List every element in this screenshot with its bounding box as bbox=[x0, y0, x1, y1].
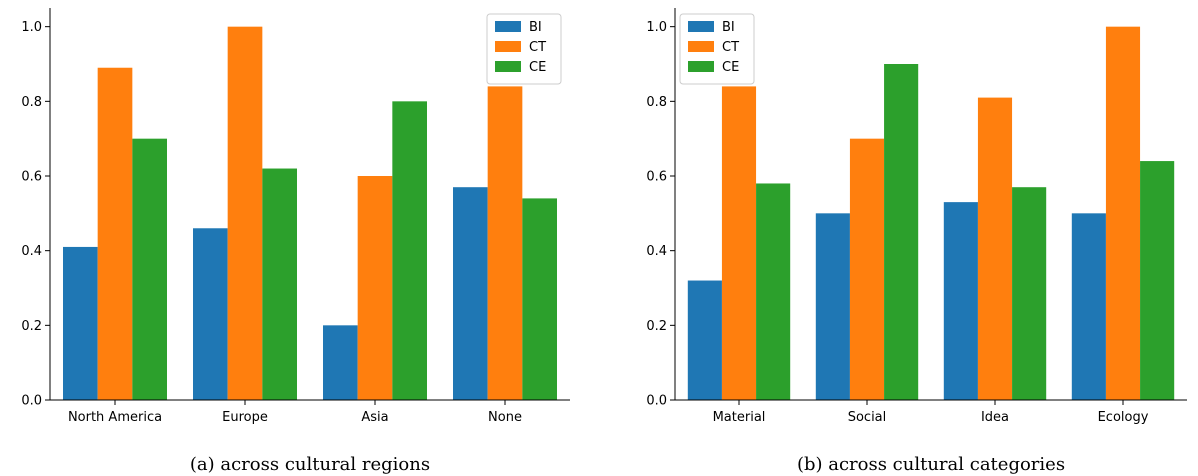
figure-caption: (b) across cultural categories bbox=[797, 454, 1065, 475]
bar-bi-idea bbox=[943, 202, 978, 400]
legend-label-bi: BI bbox=[529, 20, 542, 35]
legend-swatch-ce bbox=[688, 61, 714, 72]
bar-ct-north-america bbox=[97, 67, 133, 400]
bar-bi-ecology bbox=[1071, 213, 1106, 400]
legend-swatch-ct bbox=[688, 41, 714, 52]
y-tick-label: 0.0 bbox=[646, 394, 667, 409]
y-tick-label: 0.2 bbox=[646, 319, 667, 334]
legend: BI CT CE bbox=[486, 13, 562, 85]
bar-ce-europe bbox=[262, 168, 297, 400]
chart-cultural-regions: 0.0 0.2 0.4 0.6 0.8 1.0 North America Europe Asi… bbox=[21, 8, 570, 475]
x-tick-label: North America bbox=[68, 410, 162, 425]
y-tick-label: 0.0 bbox=[21, 394, 42, 409]
legend-label-bi: BI bbox=[722, 20, 735, 35]
bar-ce-none bbox=[522, 198, 557, 400]
y-tick-label: 0.6 bbox=[21, 170, 42, 185]
x-tick-label: None bbox=[488, 410, 522, 425]
bar-ct-asia bbox=[357, 176, 393, 400]
bar-bi-europe bbox=[193, 228, 228, 400]
bar-ce-idea bbox=[1012, 187, 1047, 400]
chart-cultural-categories: 0.0 0.2 0.4 0.6 0.8 1.0 Material Social Idea Ecol… bbox=[646, 8, 1187, 475]
y-tick-label: 0.4 bbox=[21, 244, 42, 259]
bar-ct-idea bbox=[977, 97, 1013, 400]
bar-ct-europe bbox=[227, 26, 263, 400]
bar-ce-social bbox=[884, 64, 919, 400]
legend-label-ct: CT bbox=[722, 40, 739, 55]
bar-ce-asia bbox=[392, 101, 427, 400]
x-tick-label: Material bbox=[713, 410, 766, 425]
bar-bi-material bbox=[687, 280, 722, 400]
bar-ct-none bbox=[487, 86, 523, 401]
x-tick-label: Asia bbox=[361, 410, 388, 425]
legend-swatch-bi bbox=[495, 21, 521, 32]
bar-bi-none bbox=[453, 187, 488, 400]
y-tick-label: 0.8 bbox=[646, 95, 667, 110]
legend-label-ct: CT bbox=[529, 40, 546, 55]
bar-bi-social bbox=[815, 213, 850, 400]
legend-label-ce: CE bbox=[722, 60, 739, 75]
y-tick-label: 0.8 bbox=[21, 95, 42, 110]
figure-caption: (a) across cultural regions bbox=[190, 454, 430, 475]
y-tick-label: 1.0 bbox=[646, 20, 667, 35]
legend-swatch-ce bbox=[495, 61, 521, 72]
legend-label-ce: CE bbox=[529, 60, 546, 75]
legend: BI CT CE bbox=[679, 13, 755, 85]
legend-swatch-ct bbox=[495, 41, 521, 52]
bar-ce-material bbox=[756, 183, 791, 400]
bar-ct-material bbox=[721, 86, 757, 401]
y-tick-label: 0.2 bbox=[21, 319, 42, 334]
y-tick-label: 0.6 bbox=[646, 170, 667, 185]
y-tick-label: 0.4 bbox=[646, 244, 667, 259]
bar-ct-ecology bbox=[1105, 26, 1141, 400]
x-tick-label: Europe bbox=[222, 410, 268, 425]
x-tick-label: Ecology bbox=[1098, 410, 1149, 425]
legend-swatch-bi bbox=[688, 21, 714, 32]
bar-bi-asia bbox=[323, 325, 358, 400]
x-tick-label: Social bbox=[848, 410, 887, 425]
bar-ce-ecology bbox=[1140, 161, 1175, 400]
y-tick-label: 1.0 bbox=[21, 20, 42, 35]
bar-bi-north-america bbox=[63, 246, 98, 400]
bar-ce-north-america bbox=[132, 138, 167, 401]
x-tick-label: Idea bbox=[981, 410, 1009, 425]
bar-ct-social bbox=[849, 138, 885, 401]
